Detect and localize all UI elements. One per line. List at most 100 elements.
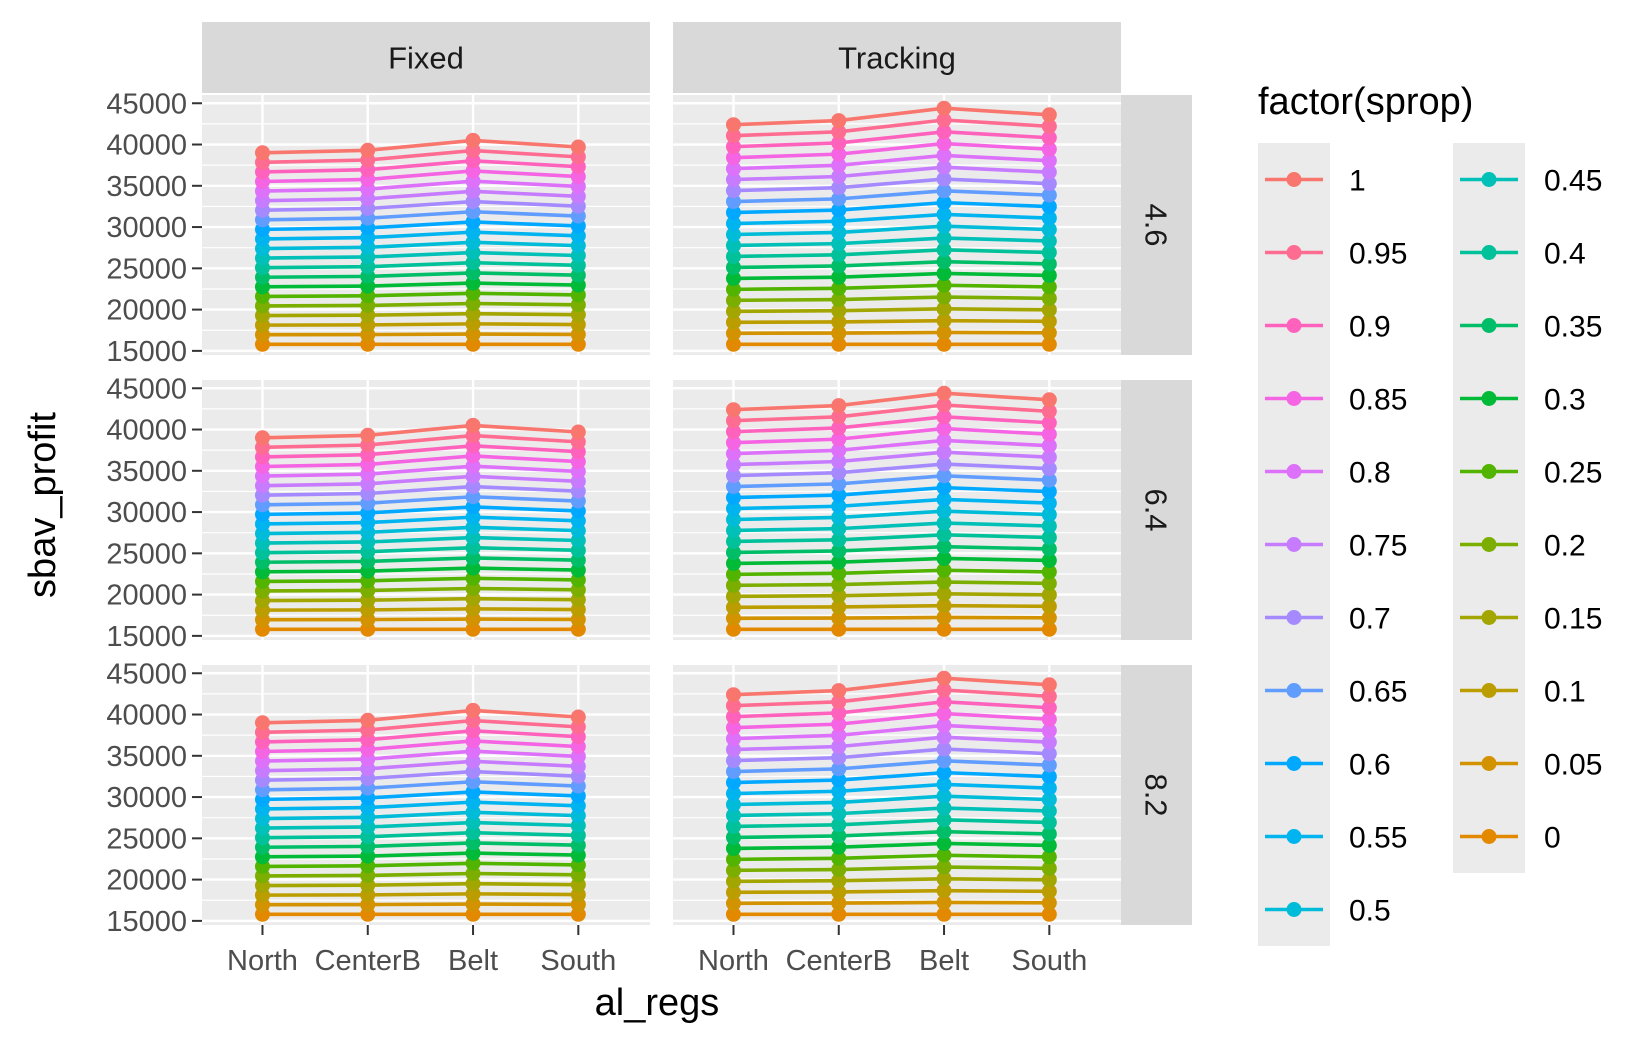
data-point-0.55-North: [725, 216, 741, 232]
data-point-0.8-South: [1041, 153, 1057, 169]
y-tick-label: 25000: [106, 253, 187, 285]
data-point-0-CenterB: [831, 336, 847, 352]
data-point-0.9-Belt: [936, 694, 952, 710]
legend-label: 0: [1544, 822, 1561, 855]
series-line-0.1: [262, 892, 579, 897]
data-point-0.75-Belt: [936, 159, 952, 175]
data-point-0.25-Belt: [936, 847, 952, 863]
data-point-0-Belt: [936, 336, 952, 352]
legend-key-point: [1286, 683, 1302, 698]
data-point-1-North: [254, 145, 270, 161]
data-point-0.7-North: [725, 468, 741, 484]
panel-fixed-6.4: [202, 380, 650, 640]
data-point-0.2-South: [1041, 290, 1057, 306]
data-point-0.15-South: [1041, 302, 1057, 318]
legend-label: 0.95: [1349, 238, 1407, 271]
series-line-0.85: [733, 426, 1050, 445]
legend-item-0.1: 0.1: [1460, 676, 1586, 709]
series-line-0.2: [733, 295, 1050, 303]
series-line-0.35: [262, 556, 579, 565]
data-point-0.25-North: [725, 566, 741, 582]
series-line-0.5: [733, 509, 1050, 522]
series-line-0.3: [733, 556, 1050, 566]
data-point-0.35-CenterB: [831, 828, 847, 844]
legend-label: 0.55: [1349, 822, 1407, 855]
legend-label: 1: [1349, 165, 1366, 198]
data-point-0.45-Belt: [936, 230, 952, 246]
legend-label: 0.4: [1544, 238, 1586, 271]
data-point-0.6-CenterB: [831, 772, 847, 788]
data-point-0-North: [725, 336, 741, 352]
series-line-0.15: [262, 881, 579, 888]
data-point-0.45-Belt: [936, 800, 952, 816]
series-line-0.95: [733, 403, 1050, 423]
series-line-0.1: [262, 607, 579, 612]
legend-key-point: [1286, 172, 1302, 187]
series-line-0.5: [733, 224, 1050, 237]
x-tick-label: Belt: [448, 945, 498, 977]
data-point-0.9-South: [1041, 700, 1057, 716]
series-line-0.5: [733, 794, 1050, 807]
series-line-0.9: [262, 158, 579, 174]
y-tick-label: 25000: [106, 538, 187, 570]
data-point-0.95-CenterB: [831, 409, 847, 425]
data-point-0.05-South: [1041, 325, 1057, 341]
legend-key-point: [1481, 756, 1497, 771]
data-point-0.35-North: [725, 259, 741, 275]
legend-item-0.3: 0.3: [1460, 384, 1586, 417]
facet-label-tracking: Tracking: [838, 41, 956, 76]
data-point-0-South: [1041, 336, 1057, 352]
data-point-0-CenterB: [831, 906, 847, 922]
data-point-0.55-South: [1041, 210, 1057, 226]
data-point-0.15-Belt: [936, 586, 952, 602]
data-point-0.5-Belt: [936, 503, 952, 519]
panel-tracking-6.4: [673, 380, 1121, 640]
data-point-0.55-Belt: [936, 776, 952, 792]
series-line-0.4: [733, 533, 1050, 544]
series-line-0.3: [733, 841, 1050, 851]
series-line-0.3: [262, 566, 579, 574]
legend-key-point: [1481, 391, 1497, 406]
data-point-0.7-CenterB: [831, 465, 847, 481]
series-line-0.55: [733, 782, 1050, 796]
series-line-0.7: [262, 199, 579, 213]
data-point-0.55-North: [725, 786, 741, 802]
data-point-0.3-CenterB: [831, 269, 847, 285]
series-line-0.85: [733, 711, 1050, 730]
legend-item-0.35: 0.35: [1460, 311, 1602, 344]
data-point-0-North: [725, 906, 741, 922]
data-point-0.3-Belt: [936, 265, 952, 281]
data-point-0.85-South: [1041, 141, 1057, 157]
legend-item-0.55: 0.55: [1265, 822, 1407, 855]
x-tick-label: South: [1011, 945, 1087, 977]
data-point-0.7-Belt: [936, 456, 952, 472]
data-point-0.55-South: [1041, 495, 1057, 511]
data-point-0.55-Belt: [936, 491, 952, 507]
data-point-0.35-South: [1041, 256, 1057, 272]
data-point-0.65-North: [725, 764, 741, 780]
data-point-0.6-CenterB: [831, 487, 847, 503]
series-line-0.75: [733, 735, 1050, 752]
data-point-0.55-North: [725, 501, 741, 517]
data-point-0.1-South: [1041, 313, 1057, 329]
data-point-0.5-Belt: [936, 218, 952, 234]
y-tick-label: 35000: [106, 171, 187, 203]
data-point-1-South: [1041, 107, 1057, 123]
data-point-0.9-Belt: [936, 409, 952, 425]
data-point-0.2-North: [725, 862, 741, 878]
data-point-0.1-North: [725, 884, 741, 900]
y-tick-label: 15000: [106, 906, 187, 938]
legend-item-0.6: 0.6: [1265, 749, 1391, 782]
series-line-0.35: [733, 544, 1050, 555]
series-line-0.55: [262, 515, 579, 526]
series-line-0.8: [733, 153, 1050, 171]
data-point-0.65-North: [725, 479, 741, 495]
series-line-0.8: [262, 179, 579, 193]
series-line-0.05: [262, 617, 579, 622]
legend-item-0.7: 0.7: [1265, 603, 1391, 636]
data-point-0.3-Belt: [936, 550, 952, 566]
series-line-0.9: [733, 415, 1050, 434]
data-point-0.25-South: [1041, 279, 1057, 295]
series-line-0.9: [262, 728, 579, 744]
series-line-0.9: [733, 130, 1050, 149]
